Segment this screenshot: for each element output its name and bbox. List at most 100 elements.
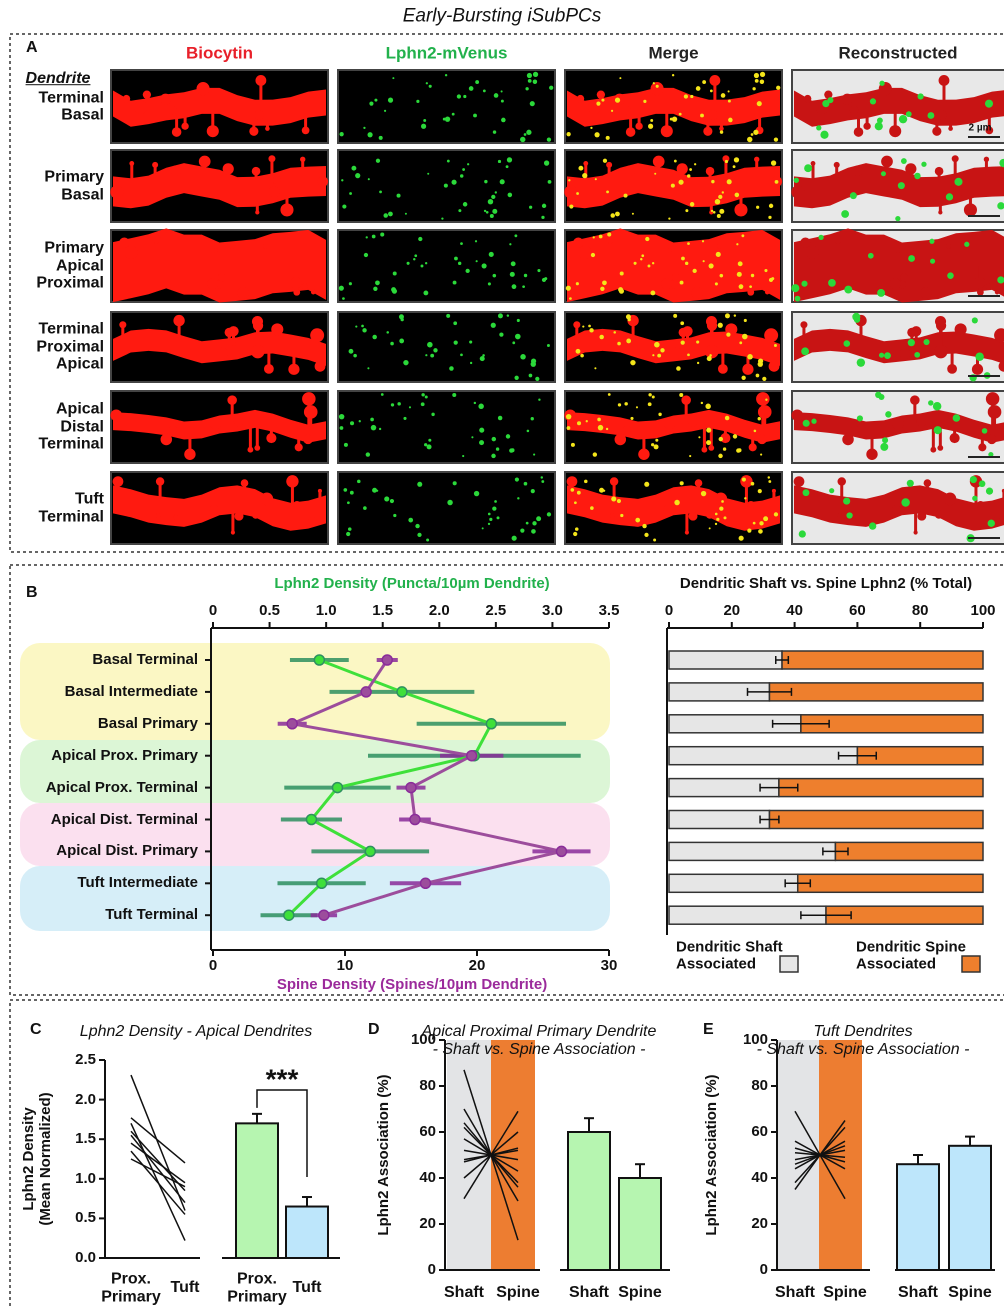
puncta [566,426,571,430]
puncta [378,427,382,431]
spine-head [791,185,805,199]
puncta [487,198,494,205]
puncta [849,192,857,200]
puncta [741,477,746,482]
puncta [443,183,448,188]
puncta [523,481,528,486]
puncta [680,340,685,345]
panel-label: D [368,1021,380,1039]
puncta [670,183,675,188]
x-tick-label: Spine [823,1284,867,1302]
spine-head [895,247,901,253]
puncta [642,523,647,529]
spine-head [747,500,755,509]
spine-head [913,530,918,535]
puncta [408,517,414,523]
point [331,781,344,794]
bar [567,1131,611,1271]
puncta [481,263,487,269]
puncta [652,82,655,85]
spine-head [800,321,808,329]
spine-head [810,161,816,166]
puncta [488,251,494,257]
puncta [349,490,354,495]
paired-line [130,1158,186,1188]
category-label: Tuft Intermediate [77,874,198,892]
puncta [530,358,537,364]
spine-head [638,448,650,460]
puncta [635,406,639,409]
puncta [543,160,550,166]
spine-head [920,286,932,299]
puncta [750,481,755,486]
bar [235,1122,279,1259]
x-tick-label: Tuft [170,1279,200,1297]
spine-head [268,186,280,198]
puncta [623,193,628,198]
puncta [736,243,739,246]
spine-head [900,273,909,282]
puncta [907,339,915,347]
bar-segment [668,650,783,670]
spine-head [606,161,613,168]
spine-head [171,127,182,137]
x-tick-label: 20 [723,601,741,619]
puncta [856,415,863,422]
x-tick-label: Tuft [292,1279,322,1297]
puncta [671,73,675,77]
puncta [757,417,761,421]
spine-head [578,245,592,259]
puncta [895,215,901,222]
puncta [722,447,727,451]
puncta [515,333,521,340]
puncta [389,498,395,504]
puncta [696,361,700,365]
puncta [841,210,850,218]
spine-head [169,425,178,434]
puncta [610,109,614,112]
spine-head [173,314,185,327]
spine-head [286,475,299,488]
puncta [630,359,636,366]
significance-bracket [256,1089,308,1178]
puncta [339,132,344,137]
puncta [702,80,707,84]
spine-head [110,409,123,422]
y-tick-label: 40 [751,1168,768,1186]
x-tick-label: 0.5 [259,601,280,619]
puncta [459,174,464,178]
spine-head [701,446,708,453]
puncta [426,444,432,450]
puncta [921,161,927,167]
puncta [673,313,678,318]
puncta [756,101,762,107]
puncta [719,506,724,511]
puncta [714,522,718,526]
puncta [599,487,605,493]
puncta [679,392,684,397]
puncta [816,125,822,131]
spine-head [110,185,124,199]
puncta [714,198,721,205]
figure-title: Early-Bursting iSubPCs [402,5,602,27]
puncta [747,528,752,533]
puncta [736,271,742,277]
significance-label: *** [265,1063,299,1095]
puncta [613,331,616,334]
puncta [570,442,575,447]
puncta [523,133,527,136]
x-tick-label: 1.0 [315,601,337,619]
spine-head [237,286,250,299]
x-tick-label: 40 [786,601,803,619]
puncta [798,530,806,538]
spine-head [260,492,274,506]
spine-head [930,446,937,453]
puncta [710,209,714,213]
spine-head [891,504,901,515]
puncta [997,276,1004,284]
puncta [355,173,361,179]
puncta [654,341,660,348]
spine-head [881,155,893,168]
puncta [750,133,754,136]
puncta [393,513,397,518]
